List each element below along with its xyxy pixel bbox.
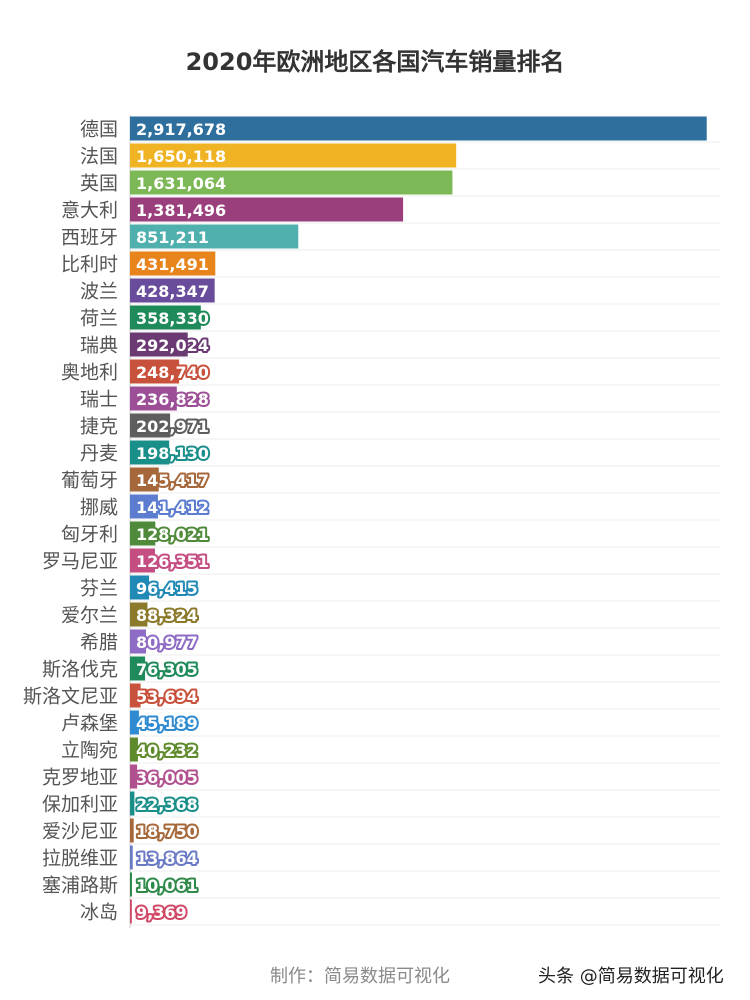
category-label: 意大利 <box>61 200 118 222</box>
category-label: 塞浦路斯 <box>42 875 118 897</box>
value-label: 851,211 <box>136 228 209 247</box>
category-label: 比利时 <box>61 254 118 276</box>
value-label: 40,232 <box>136 741 198 760</box>
value-label: 248,740 <box>136 363 209 382</box>
value-label: 13,864 <box>136 849 198 868</box>
bar <box>130 116 707 141</box>
value-label: 126,351 <box>136 552 209 571</box>
category-label: 荷兰 <box>80 308 118 330</box>
category-labels: 德国法国英国意大利西班牙比利时波兰荷兰瑞典奥地利瑞士捷克丹麦葡萄牙挪威匈牙利罗马… <box>23 119 118 924</box>
value-label: 145,417 <box>136 471 209 490</box>
bar <box>130 278 215 303</box>
footer-watermark: 头条 @简易数据可视化 <box>538 966 724 987</box>
bar <box>130 467 159 492</box>
bar <box>130 413 171 438</box>
value-label: 80,977 <box>136 633 198 652</box>
value-labels: 2,917,678 1,650,118 1,631,064 1,381,496 851,… <box>134 118 228 924</box>
value-label: 431,491 <box>136 255 209 274</box>
bar <box>130 494 158 519</box>
category-label: 罗马尼亚 <box>42 551 118 573</box>
category-label: 爱尔兰 <box>61 605 118 627</box>
category-label: 保加利亚 <box>42 794 118 816</box>
bar <box>130 440 170 465</box>
category-label: 克罗地亚 <box>42 767 118 789</box>
bar <box>130 845 133 870</box>
bar <box>130 251 216 276</box>
bar <box>130 602 148 627</box>
value-label: 53,694 <box>136 687 198 706</box>
value-label: 9,369 <box>136 903 187 922</box>
category-label: 匈牙利 <box>61 524 118 546</box>
category-label: 捷克 <box>80 416 118 438</box>
bar <box>130 656 146 681</box>
value-label: 2,917,678 <box>136 120 226 139</box>
value-label: 36,005 <box>136 768 198 787</box>
value-label: 236,828 <box>136 390 209 409</box>
category-label: 拉脱维亚 <box>42 848 118 870</box>
value-label: 128,021 <box>136 525 209 544</box>
category-label: 丹麦 <box>80 443 118 465</box>
category-label: 德国 <box>80 119 118 141</box>
value-label: 358,330 <box>136 309 209 328</box>
value-label: 10,061 <box>136 876 198 895</box>
bar <box>130 737 138 762</box>
bar <box>130 764 138 789</box>
value-label: 1,381,496 <box>136 201 226 220</box>
category-label: 西班牙 <box>61 227 118 249</box>
value-label: 198,130 <box>136 444 209 463</box>
bar <box>130 170 453 195</box>
category-label: 芬兰 <box>80 578 118 600</box>
category-label: 挪威 <box>80 497 118 519</box>
bar <box>130 575 150 600</box>
bar <box>130 818 134 843</box>
category-label: 奥地利 <box>61 362 118 384</box>
bar <box>130 359 180 384</box>
bars-group <box>130 116 707 924</box>
category-label: 冰岛 <box>80 902 118 924</box>
bar <box>130 710 139 735</box>
category-label: 法国 <box>80 146 118 168</box>
value-label: 428,347 <box>136 282 209 301</box>
value-label: 88,324 <box>136 606 198 625</box>
bar <box>130 224 299 249</box>
bar <box>130 548 155 573</box>
value-label: 1,650,118 <box>136 147 226 166</box>
value-label: 76,305 <box>136 660 198 679</box>
chart-title: 2020年欧洲地区各国汽车销量排名 <box>185 48 565 76</box>
value-label: 18,750 <box>136 822 198 841</box>
bar <box>130 143 457 168</box>
category-label: 斯洛伐克 <box>42 659 118 681</box>
value-label: 141,412 <box>136 498 209 517</box>
bar <box>130 332 188 357</box>
bar <box>130 197 404 222</box>
value-label: 202,971 <box>136 417 209 436</box>
bar <box>130 791 135 816</box>
bar <box>130 521 156 546</box>
value-label: 292,024 <box>136 336 209 355</box>
grid-lines <box>130 141 720 926</box>
category-label: 立陶宛 <box>61 740 118 762</box>
bar <box>130 899 132 924</box>
category-label: 卢森堡 <box>61 713 118 735</box>
value-label: 1,631,064 <box>136 174 226 193</box>
bar <box>130 305 201 330</box>
category-label: 斯洛文尼亚 <box>23 686 118 708</box>
category-label: 爱沙尼亚 <box>42 821 118 843</box>
value-label: 45,189 <box>136 714 198 733</box>
category-label: 葡萄牙 <box>61 470 118 492</box>
footer-credit: 制作：简易数据可视化 <box>270 966 450 987</box>
bar <box>130 683 141 708</box>
bar <box>130 872 132 897</box>
category-label: 希腊 <box>80 632 118 654</box>
value-label: 22,368 <box>136 795 198 814</box>
bar <box>130 386 177 411</box>
category-label: 英国 <box>80 173 118 195</box>
bar <box>130 629 147 654</box>
category-label: 瑞士 <box>80 389 118 411</box>
category-label: 波兰 <box>80 281 118 303</box>
value-label: 96,415 <box>136 579 198 598</box>
category-label: 瑞典 <box>80 335 118 357</box>
